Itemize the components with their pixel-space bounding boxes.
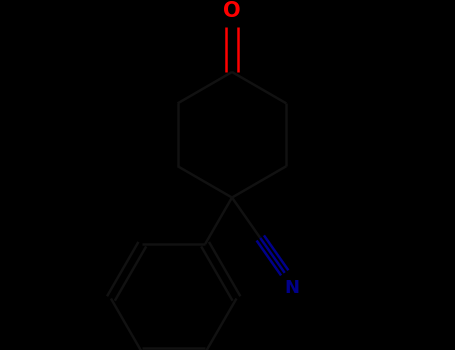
Text: N: N: [284, 279, 299, 296]
Text: O: O: [223, 1, 241, 21]
